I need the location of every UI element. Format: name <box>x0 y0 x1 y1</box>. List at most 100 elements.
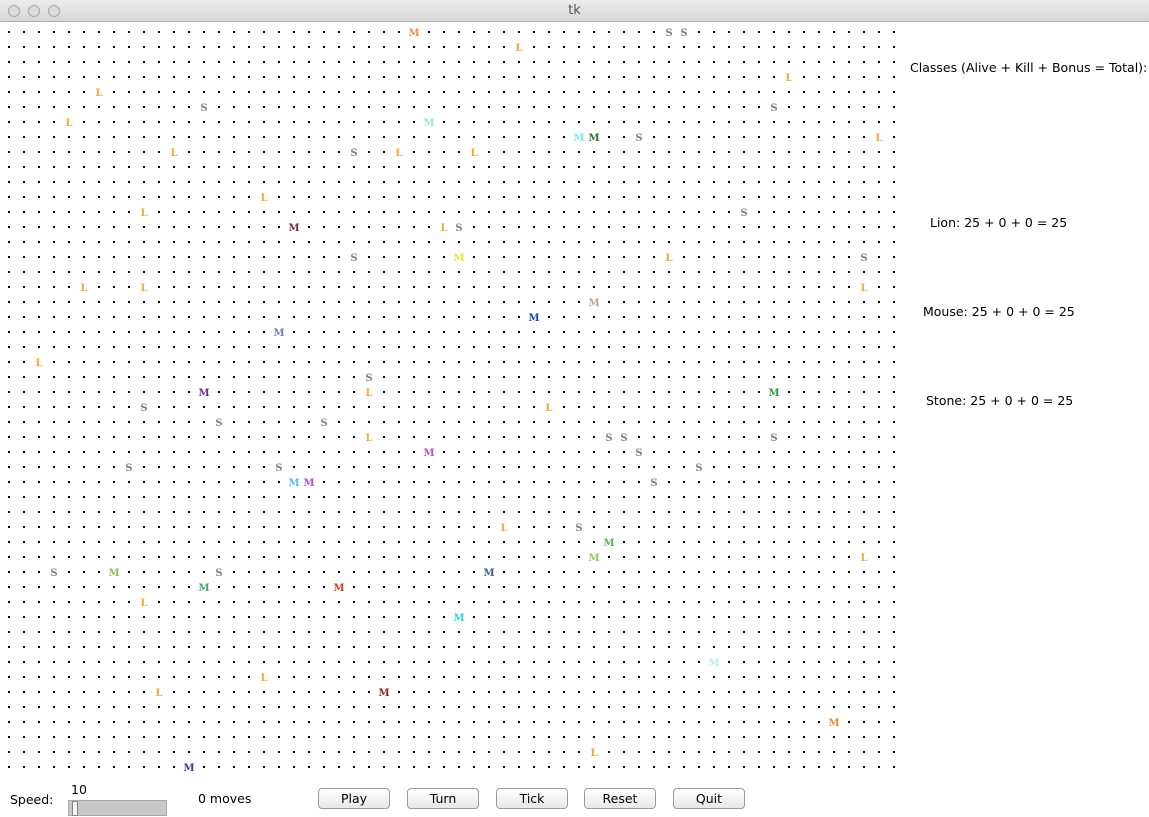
empty-cell-dot <box>443 196 445 198</box>
empty-cell-dot <box>473 391 475 393</box>
empty-cell-dot <box>773 286 775 288</box>
empty-cell-dot <box>578 466 580 468</box>
empty-cell-dot <box>848 211 850 213</box>
empty-cell-dot <box>488 541 490 543</box>
empty-cell-dot <box>548 271 550 273</box>
empty-cell-dot <box>503 106 505 108</box>
minimize-window-icon[interactable] <box>28 5 40 17</box>
empty-cell-dot <box>698 196 700 198</box>
empty-cell-dot <box>503 676 505 678</box>
empty-cell-dot <box>158 331 160 333</box>
empty-cell-dot <box>338 706 340 708</box>
empty-cell-dot <box>128 541 130 543</box>
empty-cell-dot <box>83 136 85 138</box>
empty-cell-dot <box>698 616 700 618</box>
empty-cell-dot <box>83 256 85 258</box>
empty-cell-dot <box>728 31 730 33</box>
empty-cell-dot <box>188 376 190 378</box>
empty-cell-dot <box>53 406 55 408</box>
empty-cell-dot <box>893 226 895 228</box>
empty-cell-dot <box>608 31 610 33</box>
empty-cell-dot <box>878 766 880 768</box>
empty-cell-dot <box>818 241 820 243</box>
empty-cell-dot <box>533 466 535 468</box>
empty-cell-dot <box>113 541 115 543</box>
empty-cell-dot <box>113 436 115 438</box>
empty-cell-dot <box>863 31 865 33</box>
empty-cell-dot <box>383 106 385 108</box>
empty-cell-dot <box>383 616 385 618</box>
speed-slider-thumb[interactable] <box>72 801 78 816</box>
empty-cell-dot <box>773 91 775 93</box>
empty-cell-dot <box>323 571 325 573</box>
empty-cell-dot <box>383 76 385 78</box>
empty-cell-dot <box>503 61 505 63</box>
empty-cell-dot <box>728 451 730 453</box>
zoom-window-icon[interactable] <box>48 5 60 17</box>
empty-cell-dot <box>308 31 310 33</box>
empty-cell-dot <box>518 601 520 603</box>
tick-button[interactable]: Tick <box>496 788 568 809</box>
empty-cell-dot <box>278 421 280 423</box>
empty-cell-dot <box>128 196 130 198</box>
empty-cell-dot <box>98 481 100 483</box>
empty-cell-dot <box>158 706 160 708</box>
empty-cell-dot <box>323 61 325 63</box>
play-button[interactable]: Play <box>318 788 390 809</box>
control-bar: Speed: 10 0 moves Play Turn Tick Reset Q… <box>0 774 1149 817</box>
speed-slider-track[interactable] <box>68 800 167 816</box>
empty-cell-dot <box>803 76 805 78</box>
empty-cell-dot <box>848 391 850 393</box>
empty-cell-dot <box>683 541 685 543</box>
empty-cell-dot <box>623 166 625 168</box>
empty-cell-dot <box>128 316 130 318</box>
empty-cell-dot <box>98 256 100 258</box>
empty-cell-dot <box>68 376 70 378</box>
empty-cell-dot <box>488 721 490 723</box>
empty-cell-dot <box>368 751 370 753</box>
empty-cell-dot <box>443 646 445 648</box>
empty-cell-dot <box>323 361 325 363</box>
speed-slider[interactable] <box>68 800 167 816</box>
reset-button[interactable]: Reset <box>584 788 656 809</box>
empty-cell-dot <box>248 541 250 543</box>
empty-cell-dot <box>398 436 400 438</box>
empty-cell-dot <box>308 241 310 243</box>
empty-cell-dot <box>833 61 835 63</box>
empty-cell-dot <box>218 196 220 198</box>
turn-button[interactable]: Turn <box>407 788 479 809</box>
empty-cell-dot <box>113 736 115 738</box>
empty-cell-dot <box>98 376 100 378</box>
quit-button[interactable]: Quit <box>673 788 745 809</box>
empty-cell-dot <box>203 226 205 228</box>
empty-cell-dot <box>818 136 820 138</box>
empty-cell-dot <box>383 466 385 468</box>
empty-cell-dot <box>848 601 850 603</box>
empty-cell-dot <box>98 421 100 423</box>
empty-cell-dot <box>278 316 280 318</box>
empty-cell-dot <box>338 481 340 483</box>
empty-cell-dot <box>548 211 550 213</box>
empty-cell-dot <box>608 766 610 768</box>
empty-cell-dot <box>53 676 55 678</box>
empty-cell-dot <box>713 31 715 33</box>
empty-cell-dot <box>83 31 85 33</box>
empty-cell-dot <box>218 496 220 498</box>
empty-cell-dot <box>458 511 460 513</box>
empty-cell-dot <box>758 721 760 723</box>
empty-cell-dot <box>638 721 640 723</box>
empty-cell-dot <box>893 391 895 393</box>
empty-cell-dot <box>503 466 505 468</box>
empty-cell-dot <box>23 691 25 693</box>
empty-cell-dot <box>158 421 160 423</box>
empty-cell-dot <box>623 661 625 663</box>
empty-cell-dot <box>338 751 340 753</box>
empty-cell-dot <box>8 421 10 423</box>
empty-cell-dot <box>398 421 400 423</box>
empty-cell-dot <box>683 121 685 123</box>
empty-cell-dot <box>698 106 700 108</box>
empty-cell-dot <box>143 46 145 48</box>
close-window-icon[interactable] <box>8 5 20 17</box>
empty-cell-dot <box>428 76 430 78</box>
empty-cell-dot <box>308 451 310 453</box>
